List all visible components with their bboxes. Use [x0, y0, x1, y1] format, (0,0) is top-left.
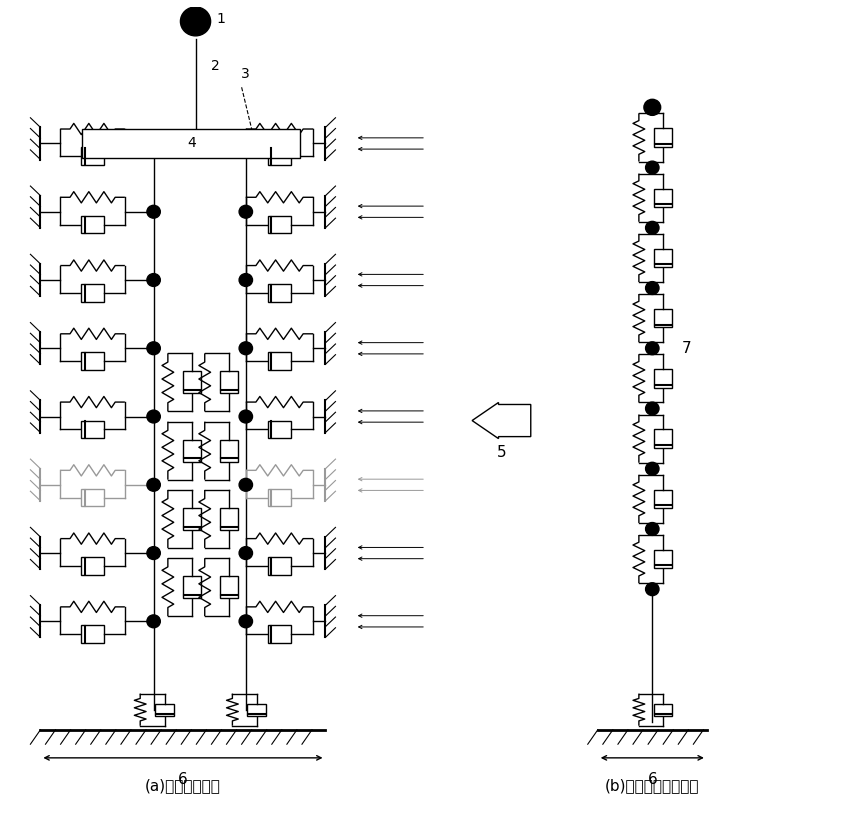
Text: 4: 4	[187, 136, 196, 150]
Bar	[81, 489, 104, 507]
Circle shape	[646, 342, 659, 355]
Circle shape	[239, 205, 252, 218]
Bar	[81, 216, 104, 234]
Bar	[183, 508, 201, 530]
Bar	[654, 369, 672, 387]
Bar	[81, 557, 104, 574]
Bar	[268, 352, 291, 370]
Circle shape	[239, 615, 252, 627]
Bar	[220, 576, 239, 598]
Circle shape	[147, 479, 160, 491]
Bar	[268, 557, 291, 574]
Bar	[81, 148, 104, 165]
Circle shape	[239, 274, 252, 287]
Bar	[81, 284, 104, 301]
Bar	[268, 489, 291, 507]
Text: 5: 5	[497, 444, 506, 460]
Polygon shape	[472, 403, 531, 439]
Bar	[183, 372, 201, 394]
Circle shape	[646, 462, 659, 475]
Text: 6: 6	[648, 772, 657, 788]
Bar	[268, 625, 291, 643]
Text: 1: 1	[216, 12, 225, 26]
Text: (b)自由土体动力分析: (b)自由土体动力分析	[605, 779, 699, 793]
Bar	[268, 148, 291, 165]
Text: 3: 3	[241, 67, 250, 81]
Bar	[155, 703, 174, 716]
Circle shape	[239, 342, 252, 355]
Text: 6: 6	[178, 772, 187, 788]
Circle shape	[646, 282, 659, 294]
Bar	[268, 216, 291, 234]
Circle shape	[147, 342, 160, 355]
Bar	[654, 489, 672, 508]
Circle shape	[646, 221, 659, 234]
Bar	[220, 372, 239, 394]
Bar	[268, 421, 291, 438]
Bar	[83, 129, 300, 158]
Bar	[654, 430, 672, 448]
Bar	[654, 309, 672, 328]
Circle shape	[646, 523, 659, 535]
Bar	[654, 189, 672, 207]
Circle shape	[181, 7, 210, 36]
Bar	[183, 440, 201, 462]
Circle shape	[646, 583, 659, 596]
Bar	[220, 508, 239, 530]
Text: (a)桦土结构体系: (a)桦土结构体系	[145, 779, 221, 793]
Bar	[81, 352, 104, 370]
Circle shape	[147, 205, 160, 218]
Circle shape	[646, 161, 659, 174]
Bar	[81, 421, 104, 438]
Bar	[81, 625, 104, 643]
Bar	[247, 703, 266, 716]
Bar	[654, 703, 672, 716]
Bar	[183, 576, 201, 598]
Bar	[654, 128, 672, 146]
Bar	[654, 248, 672, 267]
Circle shape	[239, 547, 252, 560]
Circle shape	[147, 274, 160, 287]
Circle shape	[147, 615, 160, 627]
Circle shape	[147, 547, 160, 560]
Bar	[220, 440, 239, 462]
Bar	[654, 550, 672, 569]
Circle shape	[147, 410, 160, 423]
Bar	[268, 284, 291, 301]
Circle shape	[644, 100, 660, 115]
Circle shape	[239, 479, 252, 491]
Circle shape	[646, 402, 659, 415]
Text: 2: 2	[210, 60, 219, 74]
Circle shape	[239, 410, 252, 423]
Text: 7: 7	[682, 341, 691, 355]
